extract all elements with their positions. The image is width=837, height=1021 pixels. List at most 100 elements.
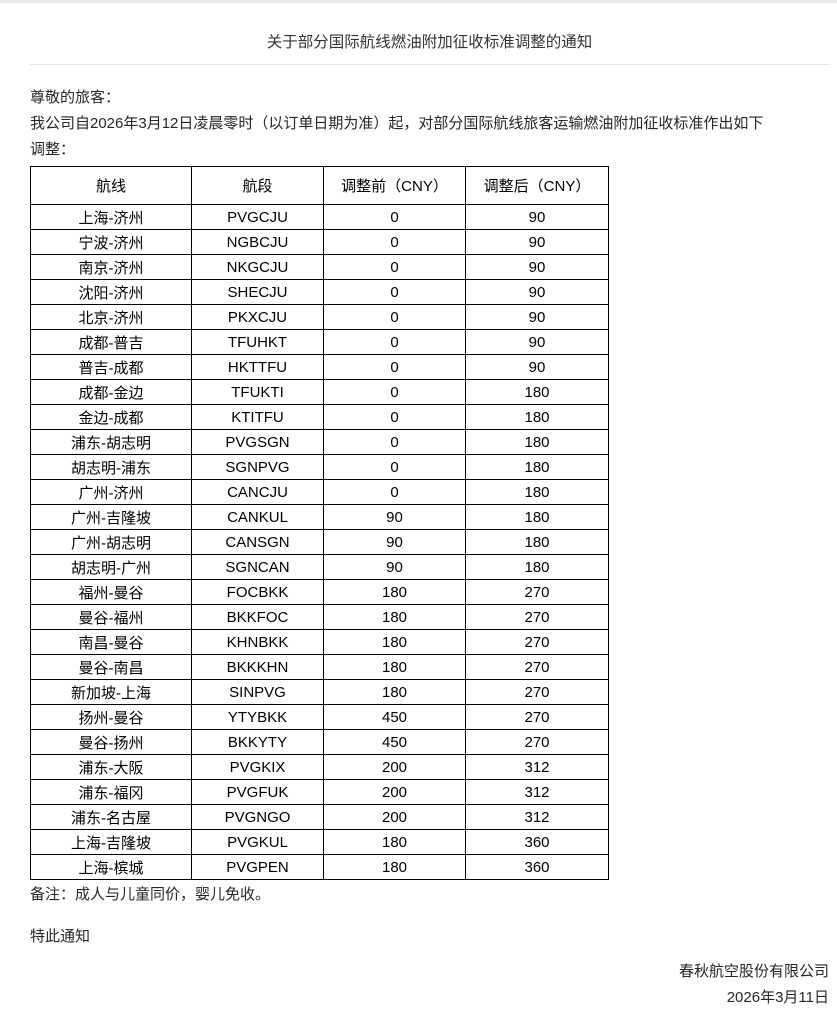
before-price-cell: 200 [323, 804, 466, 830]
before-price-cell: 0 [323, 204, 466, 230]
table-row: 曼谷-南昌 BKKKHN 180 270 [30, 654, 609, 680]
table-row: 扬州-曼谷 YTYBKK 450 270 [30, 704, 609, 730]
table-row: 宁波-济州 NGBCJU 0 90 [30, 229, 609, 255]
route-cell: 浦东-福冈 [30, 779, 192, 805]
table-row: 广州-胡志明 CANSGN 90 180 [30, 529, 609, 555]
after-price-cell: 90 [465, 229, 609, 255]
segment-cell: CANKUL [191, 504, 324, 530]
after-price-cell: 312 [465, 804, 609, 830]
before-price-cell: 450 [323, 729, 466, 755]
before-price-cell: 180 [323, 679, 466, 705]
segment-cell: BKKKHN [191, 654, 324, 680]
table-row: 南京-济州 NKGCJU 0 90 [30, 254, 609, 280]
segment-cell: PVGKUL [191, 829, 324, 855]
before-price-cell: 0 [323, 329, 466, 355]
segment-cell: NKGCJU [191, 254, 324, 280]
route-cell: 新加坡-上海 [30, 679, 192, 705]
body-text-line-2: 调整： [30, 141, 76, 158]
column-header: 调整后（CNY） [465, 166, 609, 205]
after-price-cell: 270 [465, 704, 609, 730]
segment-cell: PVGPEN [191, 854, 324, 880]
route-cell: 普吉-成都 [30, 354, 192, 380]
route-cell: 成都-普吉 [30, 329, 192, 355]
segment-cell: PVGSGN [191, 429, 324, 455]
table-row: 上海-济州 PVGCJU 0 90 [30, 204, 609, 230]
segment-cell: KTITFU [191, 404, 324, 430]
after-price-cell: 312 [465, 779, 609, 805]
table-header-row: 航线 航段 调整前（CNY） 调整后（CNY） [30, 166, 609, 205]
after-price-cell: 180 [465, 554, 609, 580]
after-price-cell: 270 [465, 629, 609, 655]
closing-text: 特此通知 [30, 928, 91, 945]
before-price-cell: 0 [323, 379, 466, 405]
top-bar [0, 0, 837, 3]
route-cell: 宁波-济州 [30, 229, 192, 255]
table-row: 沈阳-济州 SHECJU 0 90 [30, 279, 609, 305]
signature-block: 春秋航空股份有限公司 2026年3月11日 [30, 959, 829, 1011]
table-row: 胡志明-广州 SGNCAN 90 180 [30, 554, 609, 580]
table-row: 上海-吉隆坡 PVGKUL 180 360 [30, 829, 609, 855]
table-row: 成都-金边 TFUKTI 0 180 [30, 379, 609, 405]
segment-cell: KHNBKK [191, 629, 324, 655]
body-text-line-1: 我公司自2026年3月12日凌晨零时（以订单日期为准）起，对部分国际航线旅客运输… [30, 115, 764, 132]
after-price-cell: 180 [465, 429, 609, 455]
before-price-cell: 0 [323, 304, 466, 330]
route-cell: 南昌-曼谷 [30, 629, 192, 655]
table-row: 北京-济州 PKXCJU 0 90 [30, 304, 609, 330]
route-cell: 上海-济州 [30, 204, 192, 230]
route-cell: 曼谷-南昌 [30, 654, 192, 680]
segment-cell: PVGKIX [191, 754, 324, 780]
after-price-cell: 90 [465, 304, 609, 330]
before-price-cell: 0 [323, 229, 466, 255]
before-price-cell: 0 [323, 454, 466, 480]
table-row: 浦东-福冈 PVGFUK 200 312 [30, 779, 609, 805]
column-header: 航段 [191, 166, 324, 205]
table-row: 广州-济州 CANCJU 0 180 [30, 479, 609, 505]
route-cell: 南京-济州 [30, 254, 192, 280]
after-price-cell: 90 [465, 279, 609, 305]
segment-cell: PVGNGO [191, 804, 324, 830]
route-cell: 上海-吉隆坡 [30, 829, 192, 855]
before-price-cell: 180 [323, 604, 466, 630]
segment-cell: SGNPVG [191, 454, 324, 480]
segment-cell: TFUKTI [191, 379, 324, 405]
segment-cell: PKXCJU [191, 304, 324, 330]
before-price-cell: 0 [323, 404, 466, 430]
route-cell: 浦东-大阪 [30, 754, 192, 780]
before-price-cell: 450 [323, 704, 466, 730]
route-cell: 金边-成都 [30, 404, 192, 430]
column-header: 调整前（CNY） [323, 166, 466, 205]
table-row: 浦东-名古屋 PVGNGO 200 312 [30, 804, 609, 830]
segment-cell: HKTTFU [191, 354, 324, 380]
table-row: 曼谷-福州 BKKFOC 180 270 [30, 604, 609, 630]
greeting-text: 尊敬的旅客： [30, 89, 121, 106]
before-price-cell: 90 [323, 529, 466, 555]
segment-cell: PVGFUK [191, 779, 324, 805]
intro-block: 尊敬的旅客： 我公司自2026年3月12日凌晨零时（以订单日期为准）起，对部分国… [30, 85, 829, 163]
route-cell: 曼谷-福州 [30, 604, 192, 630]
before-price-cell: 0 [323, 429, 466, 455]
before-price-cell: 0 [323, 279, 466, 305]
after-price-cell: 90 [465, 254, 609, 280]
before-price-cell: 90 [323, 554, 466, 580]
after-price-cell: 180 [465, 454, 609, 480]
table-row: 浦东-胡志明 PVGSGN 0 180 [30, 429, 609, 455]
company-name: 春秋航空股份有限公司 [678, 963, 829, 980]
table-row: 曼谷-扬州 BKKYTY 450 270 [30, 729, 609, 755]
before-price-cell: 180 [323, 854, 466, 880]
before-price-cell: 90 [323, 504, 466, 530]
after-price-cell: 180 [465, 404, 609, 430]
table-row: 福州-曼谷 FOCBKK 180 270 [30, 579, 609, 605]
after-price-cell: 90 [465, 329, 609, 355]
before-price-cell: 180 [323, 579, 466, 605]
after-price-cell: 180 [465, 479, 609, 505]
route-cell: 北京-济州 [30, 304, 192, 330]
after-price-cell: 360 [465, 854, 609, 880]
before-price-cell: 200 [323, 754, 466, 780]
after-price-cell: 312 [465, 754, 609, 780]
after-price-cell: 180 [465, 529, 609, 555]
title-divider [30, 64, 829, 65]
notice-document: 关于部分国际航线燃油附加征收标准调整的通知 尊敬的旅客： 我公司自2026年3月… [30, 33, 829, 1011]
route-cell: 广州-胡志明 [30, 529, 192, 555]
table-row: 新加坡-上海 SINPVG 180 270 [30, 679, 609, 705]
